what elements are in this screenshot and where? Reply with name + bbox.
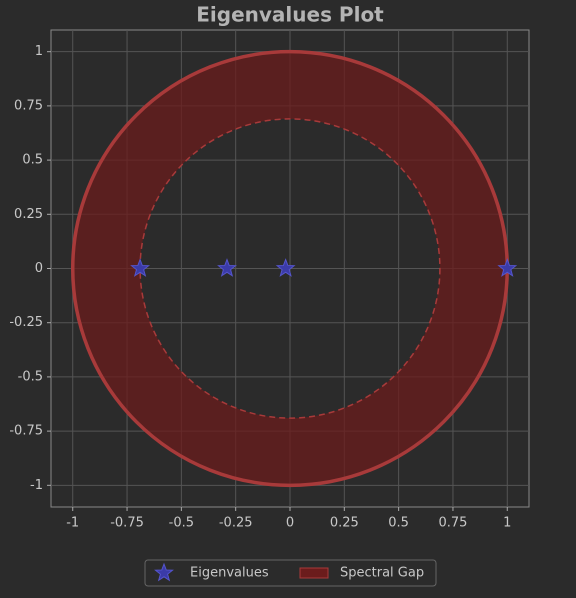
y-tick-label: -0.5 bbox=[18, 369, 43, 384]
x-tick-label: 0.75 bbox=[438, 516, 467, 531]
y-tick-label: 0 bbox=[35, 261, 43, 276]
x-tick-label: -0.75 bbox=[110, 516, 144, 531]
x-tick-label: 0.25 bbox=[330, 516, 359, 531]
x-tick-label: 0.5 bbox=[388, 516, 409, 531]
x-tick-label: -1 bbox=[66, 516, 79, 531]
chart-title: Eigenvalues Plot bbox=[196, 3, 384, 27]
legend: Eigenvalues Spectral Gap bbox=[144, 559, 437, 587]
y-tick-label: 1 bbox=[35, 44, 43, 59]
legend-box bbox=[144, 559, 437, 587]
legend-patch bbox=[299, 567, 329, 579]
eigenvalue-point bbox=[497, 258, 518, 277]
eigenvalue-point bbox=[130, 258, 150, 277]
x-tick-label: -0.5 bbox=[169, 516, 194, 531]
legend-marker bbox=[154, 562, 174, 582]
y-tick-label: 0.5 bbox=[22, 153, 43, 168]
x-tick-label: 0 bbox=[286, 516, 294, 531]
y-tick-label: -0.25 bbox=[9, 315, 43, 330]
y-tick-label: -0.75 bbox=[9, 424, 43, 439]
eigenvalue-point bbox=[217, 258, 237, 277]
y-tick-label: -1 bbox=[30, 478, 43, 493]
legend-label: Eigenvalues bbox=[190, 566, 269, 581]
y-tick-label: 0.75 bbox=[14, 98, 43, 113]
x-tick-label: -0.25 bbox=[219, 516, 253, 531]
legend-label: Spectral Gap bbox=[340, 566, 424, 581]
eigenvalue-point bbox=[275, 258, 296, 277]
x-tick-label: 1 bbox=[503, 516, 511, 531]
spectral-gap bbox=[72, 51, 508, 486]
y-tick-label: 0.25 bbox=[14, 207, 43, 222]
